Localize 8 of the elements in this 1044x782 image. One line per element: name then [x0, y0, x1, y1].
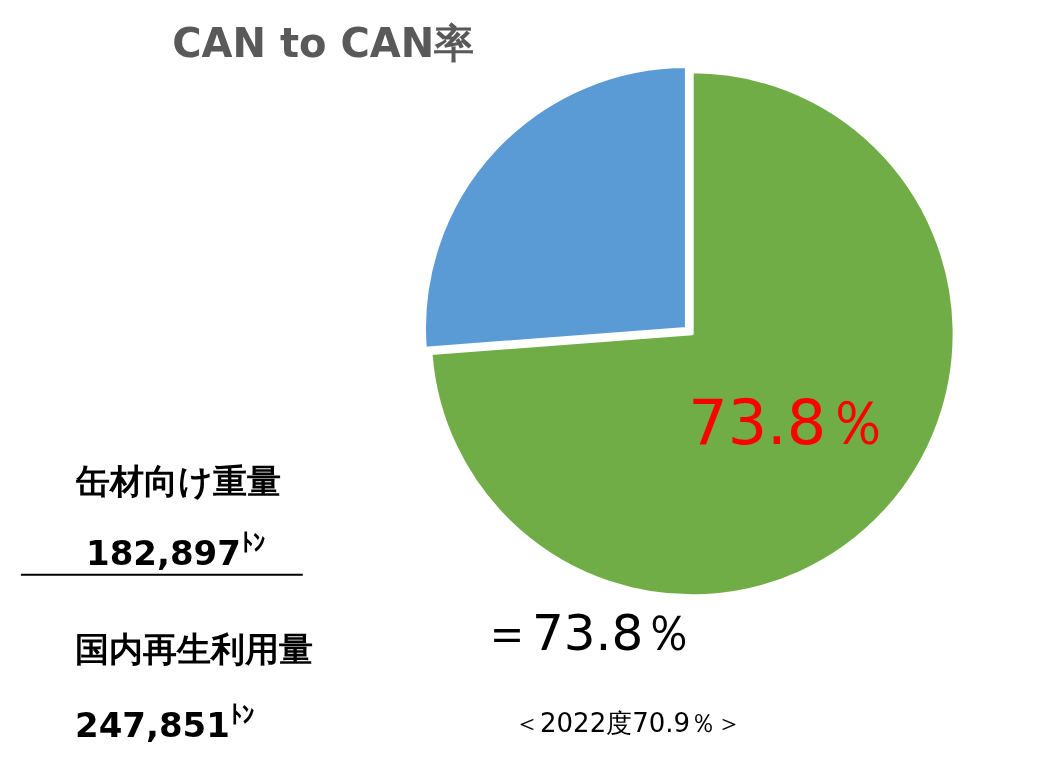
chart-title: CAN to CAN率	[172, 20, 475, 67]
text: 国内再生利用量	[75, 629, 313, 669]
text: 缶材向け重量	[75, 461, 281, 501]
text: 182,897$^{ﾄﾝ}$	[86, 529, 265, 574]
text: ＜2022度70.9％＞	[514, 708, 743, 738]
data-label: 73.8％	[688, 386, 889, 460]
text: ＝73.8％	[482, 604, 694, 662]
text: 247,851$^{ﾄﾝ}$	[75, 701, 254, 746]
